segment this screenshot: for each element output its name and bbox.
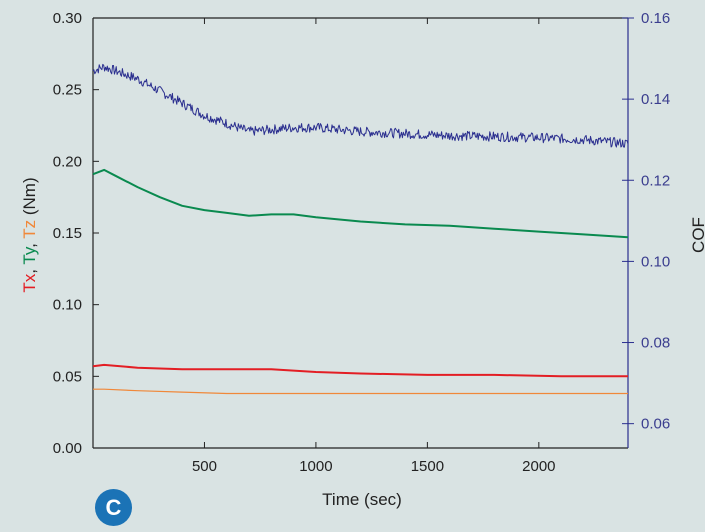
- y-label-ty: Ty: [20, 246, 39, 264]
- series-line-tz: [93, 388, 628, 395]
- x-tick-label: 1500: [411, 458, 444, 475]
- y2-tick-label: 0.12: [641, 172, 670, 189]
- y2-tick-label: 0.10: [641, 253, 670, 270]
- y2-tick-label: 0.14: [641, 91, 670, 108]
- y2-tick-label: 0.06: [641, 416, 670, 433]
- y-tick-label: 0.30: [53, 10, 82, 27]
- y-tick-label: 0.20: [53, 153, 82, 170]
- y-tick-label: 0.05: [53, 368, 82, 385]
- tick-labels: 0.00 0.05 0.10 0.15 0.20 0.25 0.30 0.06 0.08 0.10…: [53, 10, 670, 475]
- y-label-tz: Tz: [20, 220, 39, 239]
- y-axis-label: Tx, Ty, Tz (Nm): [20, 177, 39, 292]
- series-line-ty: [92, 168, 629, 239]
- y-tick-label: 0.25: [53, 82, 82, 99]
- y2-tick-label: 0.08: [641, 335, 670, 352]
- x-tick-label: 2000: [522, 458, 555, 475]
- y-tick-label: 0.00: [53, 440, 82, 457]
- y-tick-label: 0.15: [53, 225, 82, 242]
- x-tick-label: 1000: [299, 458, 332, 475]
- y2-tick-label: 0.16: [641, 10, 670, 27]
- y-label-tx: Tx: [20, 273, 39, 292]
- series-lines: [92, 63, 629, 395]
- y-label-text: ,: [20, 265, 39, 274]
- x-axis-label: Time (sec): [322, 490, 402, 509]
- y-label-text: (Nm): [20, 177, 39, 219]
- panel-label-badge: C: [95, 489, 132, 526]
- y-tick-label: 0.10: [53, 297, 82, 314]
- series-line-cof: [92, 63, 629, 148]
- series-line-tx: [92, 363, 628, 378]
- x-tick-label: 500: [192, 458, 217, 475]
- y2-axis-label: COF: [689, 217, 705, 253]
- y-label-text: ,: [20, 239, 39, 248]
